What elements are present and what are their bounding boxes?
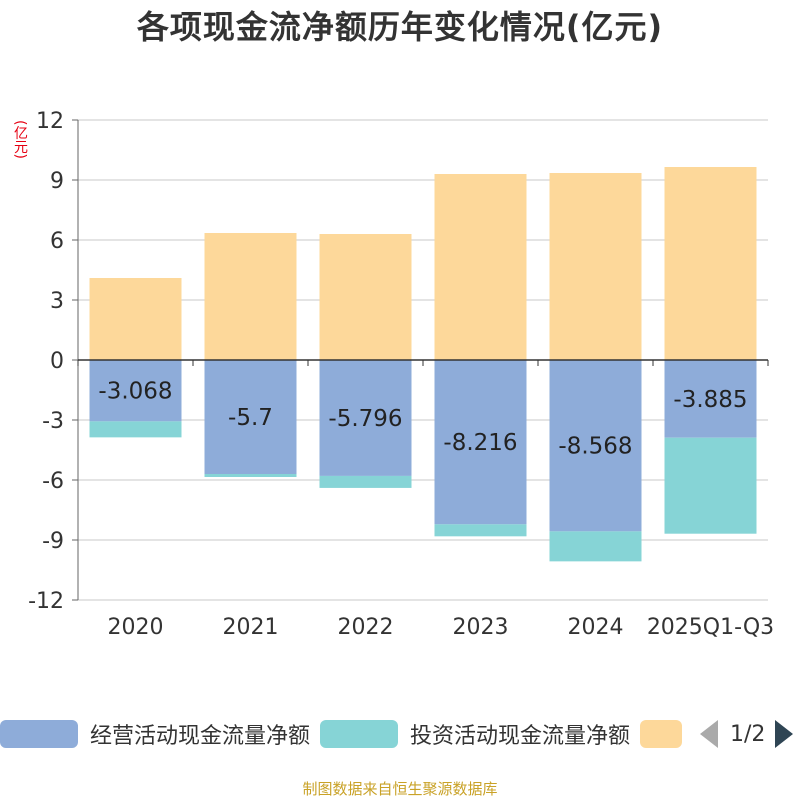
bar-financing <box>89 278 182 360</box>
y-tick-label: -9 <box>42 529 64 554</box>
legend-swatch-financing <box>640 720 682 748</box>
legend-item-investing[interactable]: 投资活动现金流量净额 <box>320 716 630 752</box>
data-label: -3.885 <box>673 387 747 413</box>
data-label: -8.216 <box>443 430 517 456</box>
bar-operating <box>434 360 527 525</box>
data-label: -5.796 <box>328 406 402 432</box>
y-tick-label: 3 <box>50 289 64 314</box>
legend-label-investing: 投资活动现金流量净额 <box>410 724 631 749</box>
y-tick-label: -12 <box>28 589 64 614</box>
legend-prev-arrow-icon[interactable] <box>700 720 718 748</box>
chart-canvas: 12 9 6 3 0 -3 -6 -9 -12 -3.068 -5.7 -5.796 -8.216 -8.… <box>28 109 774 640</box>
x-tick-label: 2021 <box>223 615 279 640</box>
data-label: -8.568 <box>558 434 632 460</box>
legend-swatch-operating <box>0 720 78 748</box>
bar-investing <box>549 531 642 562</box>
y-tick-label: 9 <box>50 169 64 194</box>
legend-swatch-investing <box>320 720 398 748</box>
bar-investing <box>204 474 297 477</box>
legend: 经营活动现金流量净额 投资活动现金流量净额 <box>0 716 800 756</box>
bar-operating <box>664 360 757 438</box>
bar-operating <box>89 360 182 422</box>
y-axis-unit: (亿元) <box>12 120 28 159</box>
bar-operating <box>204 360 297 474</box>
x-tick-label: 2025Q1-Q3 <box>647 615 774 640</box>
y-tick-label: -6 <box>42 469 64 494</box>
bar-investing <box>664 437 757 534</box>
bar-operating <box>319 360 412 476</box>
x-tick-label: 2022 <box>338 615 394 640</box>
x-tick-label: 2023 <box>453 615 509 640</box>
data-source-note: 制图数据来自恒生聚源数据库 <box>302 780 498 798</box>
bar-financing <box>664 167 757 360</box>
data-label: -5.7 <box>228 405 273 431</box>
bar-financing <box>434 174 527 360</box>
bar-financing <box>319 234 412 360</box>
legend-item-operating[interactable]: 经营活动现金流量净额 <box>0 716 310 752</box>
y-tick-label: 12 <box>36 109 64 134</box>
legend-pager: 1/2 <box>700 716 794 752</box>
bar-financing <box>204 233 297 360</box>
y-tick-label: 6 <box>50 229 64 254</box>
legend-next-arrow-icon[interactable] <box>775 720 794 748</box>
bar-investing <box>89 421 182 438</box>
data-label: -3.068 <box>98 379 172 405</box>
x-tick-label: 2020 <box>108 615 164 640</box>
chart-title: 各项现金流净额历年变化情况(亿元) <box>136 8 664 46</box>
legend-page-indicator: 1/2 <box>730 721 766 747</box>
y-tick-label: 0 <box>50 349 64 374</box>
bar-investing <box>434 524 527 537</box>
legend-item-financing[interactable] <box>640 716 682 752</box>
bar-investing <box>319 475 412 488</box>
bar-operating <box>549 360 642 532</box>
bar-financing <box>549 173 642 360</box>
x-tick-label: 2024 <box>568 615 624 640</box>
y-tick-label: -3 <box>42 409 64 434</box>
legend-label-operating: 经营活动现金流量净额 <box>90 724 311 749</box>
